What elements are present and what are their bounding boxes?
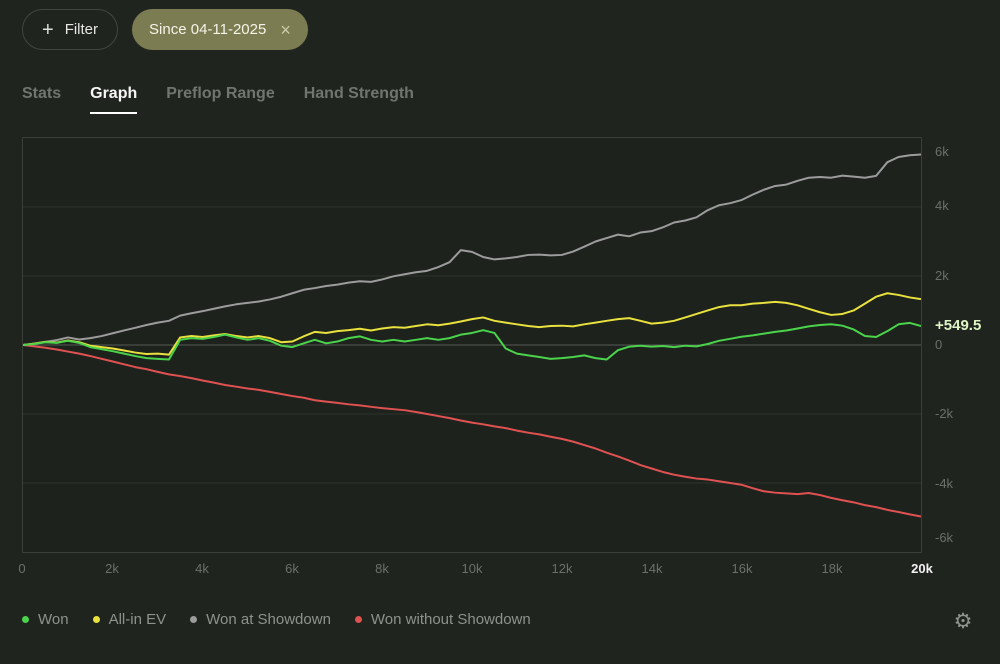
filter-bar: + Filter Since 04-11-2025 × (22, 9, 308, 50)
y-tick-label: -6k (935, 530, 954, 545)
legend-item-won-without-showdown[interactable]: Won without Showdown (354, 611, 531, 628)
legend-item-won-at-showdown[interactable]: Won at Showdown (190, 611, 331, 628)
y-tick-label: 6k (935, 144, 949, 159)
winnings-graph (23, 153, 921, 518)
y-tick-label: -2k (935, 406, 954, 422)
series-line-won (23, 321, 921, 361)
tab-hand-strength[interactable]: Hand Strength (303, 85, 414, 102)
close-icon[interactable]: × (280, 19, 291, 40)
x-tick-label: 14k (641, 561, 663, 576)
tab-stats[interactable]: Stats (22, 85, 62, 102)
plus-icon: + (42, 18, 54, 41)
x-tick-label: 20k (911, 561, 933, 576)
current-value-label: +549.5 (935, 316, 982, 334)
gear-icon[interactable]: ⚙ (953, 610, 973, 633)
filter-button[interactable]: + Filter (22, 9, 119, 50)
x-tick-label: 18k (821, 561, 843, 576)
y-tick-label: 4k (935, 198, 949, 214)
legend-label: Won without Showdown (370, 611, 531, 628)
graph-panel: 6k 4k 2k 0 -2k -4k -6k +549.5 0 2k 4k 6k 8k 10k 12k 1… (18, 137, 981, 576)
x-tick-label: 10k (461, 561, 483, 576)
chart-legend: Won All-in EV Won at Showdown Won without S… (22, 611, 531, 628)
x-axis: 0 2k 4k 6k 8k 10k 12k 14k 16k 18k 20k (18, 561, 932, 579)
filter-chip-label: Since 04-11-2025 (149, 21, 267, 38)
x-tick-label: 6k (285, 561, 299, 576)
graph-plot-area[interactable] (22, 137, 922, 553)
legend-dot-icon (354, 616, 362, 623)
legend-dot-icon (190, 616, 198, 623)
x-tick-label: 2k (105, 561, 119, 576)
x-tick-label: 16k (731, 561, 753, 576)
legend-item-won[interactable]: Won (22, 611, 69, 628)
series-line-all-in-ev (23, 292, 921, 356)
series-line-won-at-showdown (23, 153, 921, 346)
legend-dot-icon (22, 616, 29, 623)
legend-item-all-in-ev[interactable]: All-in EV (92, 611, 167, 628)
x-tick-label: 12k (551, 561, 573, 576)
filter-button-label: Filter (64, 21, 99, 38)
tab-preflop-range[interactable]: Preflop Range (166, 85, 275, 102)
x-tick-label: 4k (195, 561, 209, 576)
filter-chip[interactable]: Since 04-11-2025 × (132, 9, 308, 50)
y-tick-label: 0 (935, 337, 943, 352)
legend-label: Won (38, 611, 69, 628)
legend-label: Won at Showdown (206, 611, 331, 628)
legend-dot-icon (92, 616, 100, 623)
y-tick-label: -4k (935, 475, 954, 491)
x-tick-label: 8k (375, 561, 389, 576)
tab-graph[interactable]: Graph (90, 85, 138, 114)
y-axis: 6k 4k 2k 0 -2k -4k -6k (935, 137, 1000, 553)
series-line-won-without-showdown (23, 344, 921, 518)
legend-label: All-in EV (108, 611, 167, 628)
x-tick-label: 0 (18, 561, 26, 576)
tab-bar: Stats Graph Preflop Range Hand Strength (22, 85, 414, 114)
y-tick-label: 2k (935, 267, 949, 283)
